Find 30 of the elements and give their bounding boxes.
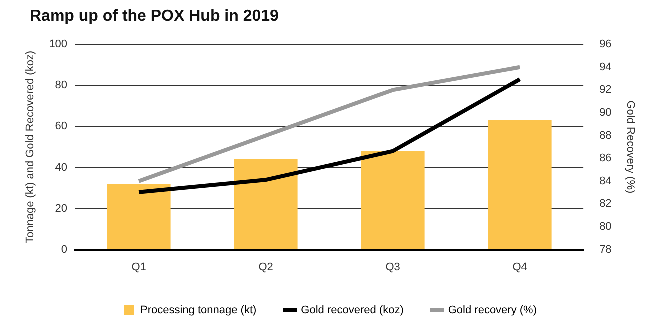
y-tick-label: 100 xyxy=(49,38,68,51)
y2-tick-label: 84 xyxy=(600,175,612,188)
x-tick-label: Q2 xyxy=(258,261,274,274)
y-tick-label: 40 xyxy=(55,162,68,174)
y2-tick-label: 80 xyxy=(600,221,612,234)
x-tick-label: Q3 xyxy=(386,261,400,274)
bar xyxy=(234,160,298,250)
y2-tick-label: 78 xyxy=(600,244,612,256)
x-tick-label: Q4 xyxy=(512,261,528,274)
y-tick-label: 60 xyxy=(55,120,68,133)
legend-label: Gold recovery (%) xyxy=(448,304,538,317)
y2-tick-label: 82 xyxy=(600,198,612,210)
y2-tick-label: 86 xyxy=(600,152,612,165)
bar xyxy=(488,120,552,250)
y2-tick-label: 90 xyxy=(600,107,612,120)
chart-title: Ramp up of the POX Hub in 2019 xyxy=(30,8,279,26)
y2-tick-label: 96 xyxy=(600,38,612,51)
x-tick-label: Q1 xyxy=(132,261,146,274)
legend-label: Processing tonnage (kt) xyxy=(140,304,257,317)
y-tick-label: 80 xyxy=(55,80,68,92)
y2-axis-title: Gold Recovery (%) xyxy=(624,100,636,194)
legend-label: Gold recovered (koz) xyxy=(301,304,404,317)
y-tick-label: 0 xyxy=(61,244,68,256)
bar xyxy=(107,184,171,250)
y2-tick-label: 94 xyxy=(600,61,612,74)
y-tick-label: 20 xyxy=(55,202,68,215)
bar xyxy=(361,151,425,250)
y2-tick-label: 92 xyxy=(600,84,612,96)
y2-tick-label: 88 xyxy=(600,130,612,142)
y-axis-title: Tonnage (kt) and Gold Recovered (koz) xyxy=(24,50,37,244)
